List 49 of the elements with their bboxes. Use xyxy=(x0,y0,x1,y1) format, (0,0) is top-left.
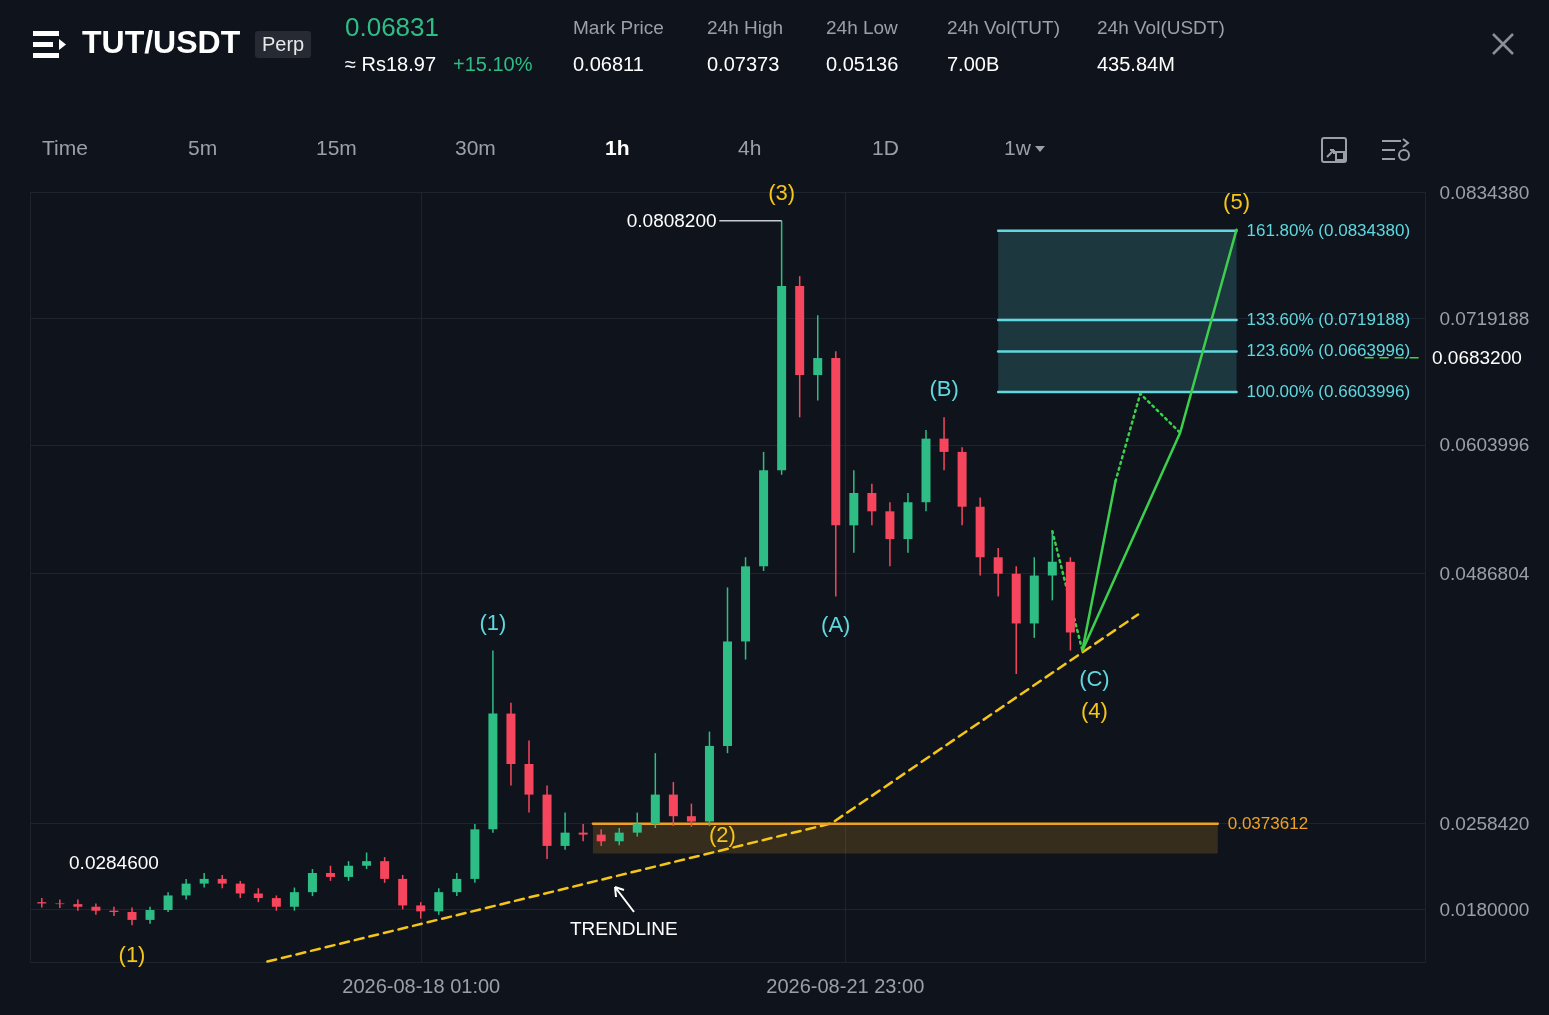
y-tick-label: 0.0486804 xyxy=(1439,562,1530,584)
annotation: (C) xyxy=(1079,665,1110,691)
text: Time xyxy=(42,136,88,160)
text: 7.00B xyxy=(947,53,1000,76)
text: 435.84M xyxy=(1097,53,1175,76)
series-label: 133.60% (0.0719188) xyxy=(1246,310,1411,330)
chart-title: TUT/USDT xyxy=(82,24,241,61)
annotation: (2) xyxy=(709,822,736,848)
text: 24h Vol(USDT) xyxy=(1097,17,1225,39)
text: ≈ Rs18.97 xyxy=(345,53,437,76)
y-tick-label: 0.0180000 xyxy=(1439,898,1530,920)
annotation: (1) xyxy=(118,942,146,968)
text: 24h High xyxy=(707,17,784,39)
series-label: 123.60% (0.0663996) xyxy=(1246,341,1411,361)
text: 4h xyxy=(738,136,762,160)
x-tick-label: 2026-08-21 23:00 xyxy=(766,974,925,997)
y-tick-label: 0.0719188 xyxy=(1439,307,1530,329)
annotation: 0.0284600 xyxy=(69,852,159,874)
annotation: (B) xyxy=(929,376,959,402)
text: 30m xyxy=(455,136,496,160)
series-label: 100.00% (0.6603996) xyxy=(1246,382,1411,402)
text: 5m xyxy=(188,136,218,160)
series-label: 161.80% (0.0834380) xyxy=(1246,220,1411,240)
annotation: TRENDLINE xyxy=(570,918,678,940)
y-tick-label: 0.0258420 xyxy=(1439,812,1530,834)
text: 0.07373 xyxy=(707,53,780,76)
text: 0.06811 xyxy=(573,53,644,76)
annotation: (3) xyxy=(768,179,796,205)
x-tick-label: 2026-08-18 01:00 xyxy=(342,974,501,997)
annotation: (1) xyxy=(479,609,507,635)
text: 24h Low xyxy=(826,17,898,39)
text: 15m xyxy=(316,136,357,160)
text: 0.06831 xyxy=(345,12,439,43)
text: 0.05136 xyxy=(826,53,899,76)
text: 1D xyxy=(872,136,899,160)
chart-subtitle: Perp xyxy=(255,31,312,58)
text: 1w xyxy=(1004,136,1031,160)
annotation: (4) xyxy=(1080,697,1108,723)
series-label: 0.0373612 xyxy=(1227,813,1309,833)
annotation: (5) xyxy=(1223,188,1250,214)
annotation: 0.0808200 xyxy=(626,209,717,231)
text: 1h xyxy=(605,136,630,160)
y-tick-label: 0.0834380 xyxy=(1439,181,1530,203)
annotation: (A) xyxy=(821,611,851,637)
ref-line-label: 0.0683200 xyxy=(1432,346,1522,368)
text: 24h Vol(TUT) xyxy=(947,17,1060,39)
text: +15.10% xyxy=(453,53,533,76)
y-tick-label: 0.0603996 xyxy=(1439,434,1530,456)
text: Mark Price xyxy=(573,17,664,39)
